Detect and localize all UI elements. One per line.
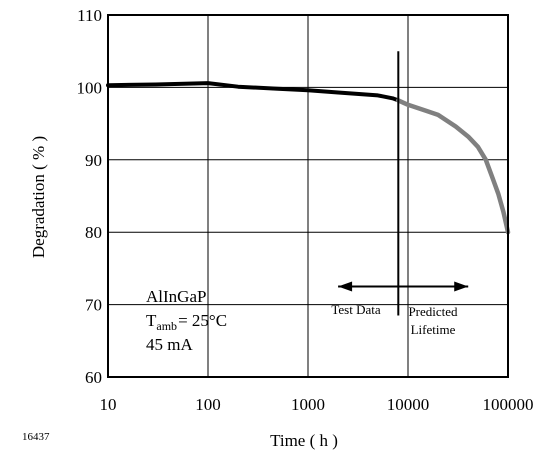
- y-tick-labels: 60 70 80 90 100 110: [77, 6, 103, 387]
- y-axis-title: Degradation ( % ): [29, 136, 48, 258]
- test-data-label: Test Data: [331, 302, 380, 317]
- current-label: 45 mA: [146, 335, 193, 354]
- x-tick-label: 100: [195, 395, 221, 414]
- temperature-subscript: amb: [156, 319, 177, 333]
- predicted-label-line1: Predicted: [408, 304, 458, 319]
- figure-id: 16437: [22, 431, 50, 443]
- series-layer: [106, 81, 511, 235]
- predicted-arrow-head: [454, 281, 469, 292]
- x-tick-label: 10: [100, 395, 117, 414]
- predicted-series-line: [396, 98, 511, 235]
- y-tick-label: 110: [77, 6, 102, 25]
- material-label: AlInGaP: [146, 287, 206, 306]
- y-tick-label: 60: [85, 368, 102, 387]
- temperature-value: = 25°C: [178, 311, 227, 330]
- test-data-series-line: [106, 81, 401, 103]
- annotation-layer: [338, 51, 469, 316]
- y-tick-label: 80: [85, 223, 102, 242]
- x-tick-labels: 10 100 1000 10000 100000: [100, 395, 534, 414]
- test-data-arrow-head: [338, 281, 353, 292]
- y-tick-label: 100: [77, 78, 103, 97]
- x-tick-label: 10000: [387, 395, 430, 414]
- x-axis-title: Time ( h ): [270, 431, 338, 450]
- y-tick-label: 70: [85, 296, 102, 315]
- plot-frame: [107, 14, 509, 378]
- temperature-label: Tamb= 25°C: [146, 311, 227, 333]
- y-tick-label: 90: [85, 151, 102, 170]
- x-tick-label: 1000: [291, 395, 325, 414]
- x-tick-label: 100000: [483, 395, 534, 414]
- temperature-symbol: T: [146, 311, 157, 330]
- predicted-label-line2: Lifetime: [411, 322, 456, 337]
